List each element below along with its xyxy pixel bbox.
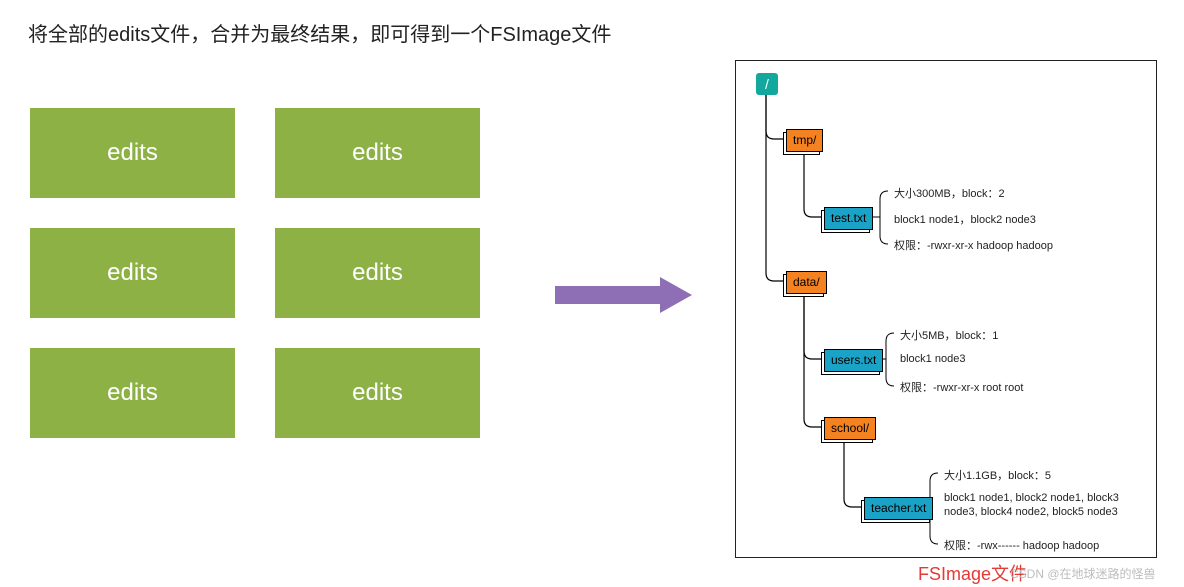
folder-label: tmp/ xyxy=(786,129,823,152)
fsimage-tree-panel: / tmp/ test.txt 大小300MB，block：2 block1 n… xyxy=(735,60,1157,558)
tree-file-test: test.txt xyxy=(824,207,873,230)
tree-root-node: / xyxy=(756,73,778,95)
tree-folder-tmp: tmp/ xyxy=(786,129,823,152)
edits-box: edits xyxy=(275,228,480,318)
file-blocks: block1 node1, block2 node1, block3 node3… xyxy=(944,491,1152,519)
folder-label: school/ xyxy=(824,417,876,440)
file-perm: 权限：-rwx------ hadoop hadoop xyxy=(944,537,1099,553)
arrow-head-icon xyxy=(660,277,692,313)
edits-grid: edits edits edits edits edits edits xyxy=(30,108,480,438)
edits-box: edits xyxy=(30,228,235,318)
folder-label: data/ xyxy=(786,271,827,294)
file-label: teacher.txt xyxy=(864,497,933,520)
page-title: 将全部的edits文件，合并为最终结果，即可得到一个FSImage文件 xyxy=(28,18,611,47)
file-blocks: block1 node1，block2 node3 xyxy=(894,211,1036,227)
tree-file-teacher: teacher.txt xyxy=(864,497,933,520)
tree-folder-school: school/ xyxy=(824,417,876,440)
edits-box: edits xyxy=(275,108,480,198)
file-perm: 权限：-rwxr-xr-x root root xyxy=(900,379,1023,395)
file-size: 大小5MB，block：1 xyxy=(900,327,998,343)
file-size: 大小1.1GB，block：5 xyxy=(944,467,1051,483)
file-perm: 权限：-rwxr-xr-x hadoop hadoop xyxy=(894,237,1053,253)
merge-arrow xyxy=(555,280,695,310)
tree-folder-data: data/ xyxy=(786,271,827,294)
file-size: 大小300MB，block：2 xyxy=(894,185,1005,201)
watermark-text: CSDN @在地球迷路的怪兽 xyxy=(1010,565,1156,582)
file-label: users.txt xyxy=(824,349,883,372)
edits-box: edits xyxy=(30,108,235,198)
file-label: test.txt xyxy=(824,207,873,230)
tree-file-users: users.txt xyxy=(824,349,883,372)
arrow-shaft xyxy=(555,286,660,304)
edits-box: edits xyxy=(30,348,235,438)
edits-box: edits xyxy=(275,348,480,438)
file-blocks: block1 node3 xyxy=(900,353,965,365)
